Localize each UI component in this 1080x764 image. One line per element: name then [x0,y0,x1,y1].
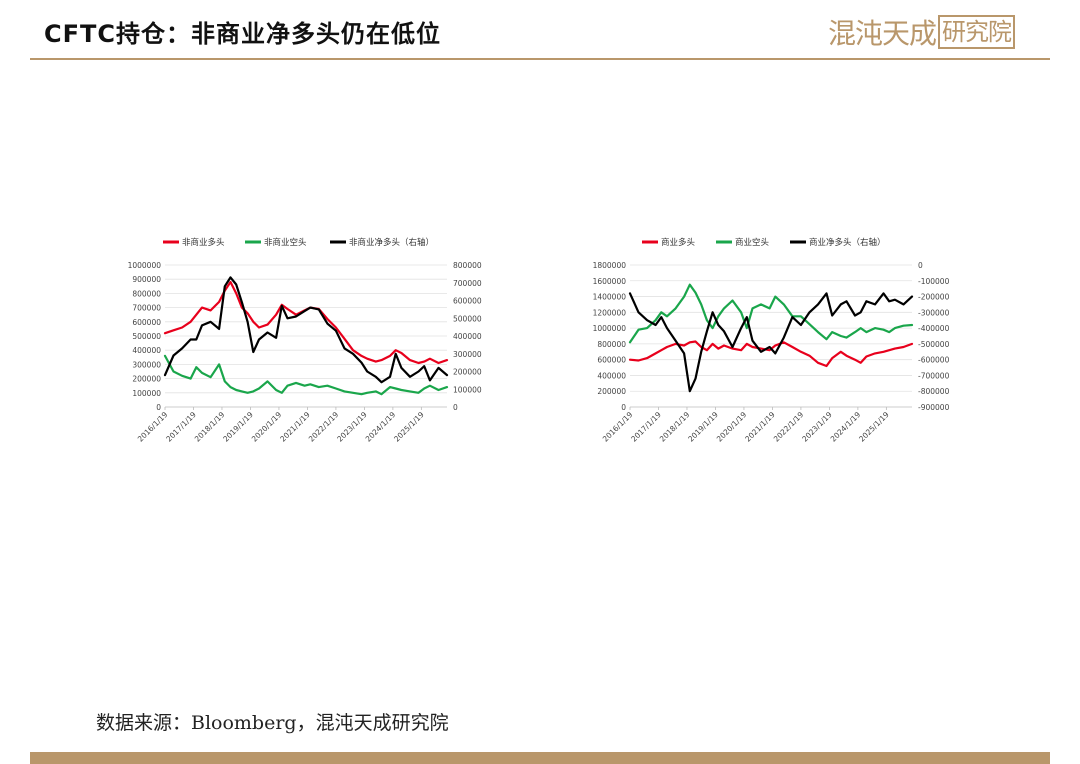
page-title: CFTC持仓：非商业净多头仍在低位 [44,20,441,48]
series-line [628,292,914,393]
x-tick-label: 2025/1/19 [392,410,426,444]
legend-label: 商业空头 [735,237,770,248]
y-left-tick-label: 800000 [597,340,626,349]
y-right-tick-label: -300000 [918,308,950,317]
series-line [163,276,449,384]
series-line [163,354,449,396]
company-logo: 混沌天成 研究院 [828,14,1016,50]
y-right-tick-label: 300000 [453,350,482,359]
y-left-tick-label: 1000000 [128,261,162,270]
y-right-tick-label: -700000 [918,371,950,380]
y-right-tick-label: 800000 [453,261,482,270]
y-left-tick-label: 200000 [597,387,626,396]
y-left-tick-label: 400000 [132,346,161,355]
y-right-tick-label: -800000 [918,387,950,396]
y-left-tick-label: 600000 [132,318,161,327]
legend-label: 商业多头 [661,237,696,248]
y-left-tick-label: 0 [156,403,161,412]
y-left-tick-label: 200000 [132,375,161,384]
noncommercial-positions-chart: 非商业多头 非商业空头 非商业净多头（右轴）10000009000008000007… [128,237,482,444]
y-left-tick-label: 700000 [132,304,161,313]
y-right-tick-label: -900000 [918,403,950,412]
y-left-tick-label: 600000 [597,356,626,365]
y-left-tick-label: 1600000 [593,277,627,286]
y-left-tick-label: 1800000 [593,261,627,270]
legend-label: 非商业净多头（右轴） [349,237,434,248]
y-right-tick-label: -200000 [918,293,950,302]
y-left-tick-label: 400000 [597,371,626,380]
top-divider [30,58,1050,60]
y-left-tick-label: 500000 [132,332,161,341]
logo-box-text: 研究院 [938,15,1016,49]
legend-label: 商业净多头（右轴） [809,237,886,248]
y-right-tick-label: 100000 [453,385,482,394]
y-right-tick-label: 0 [918,261,923,270]
series-line [628,283,914,344]
y-right-tick-label: 600000 [453,297,482,306]
y-right-tick-label: -100000 [918,277,950,286]
y-right-tick-label: 500000 [453,314,482,323]
y-left-tick-label: 0 [621,403,626,412]
legend-label: 非商业空头 [264,237,307,248]
y-right-tick-label: 0 [453,403,458,412]
y-left-tick-label: 800000 [132,289,161,298]
y-right-tick-label: 700000 [453,279,482,288]
y-right-tick-label: -500000 [918,340,950,349]
x-tick-label: 2025/1/19 [857,410,891,444]
y-left-tick-label: 1200000 [593,308,627,317]
series-line [628,340,914,368]
y-left-tick-label: 900000 [132,275,161,284]
y-left-tick-label: 1400000 [593,293,627,302]
chart-legend: 商业多头 商业空头 商业净多头（右轴） [642,237,886,248]
y-left-tick-label: 100000 [132,389,161,398]
y-right-tick-label: 200000 [453,368,482,377]
bottom-bar [30,752,1050,764]
source-note: 数据来源：Bloomberg，混沌天成研究院 [96,712,449,734]
y-right-tick-label: 400000 [453,332,482,341]
chart-legend: 非商业多头 非商业空头 非商业净多头（右轴） [163,237,434,248]
y-left-tick-label: 1000000 [593,324,627,333]
y-right-tick-label: -400000 [918,324,950,333]
legend-label: 非商业多头 [182,237,225,248]
y-left-tick-label: 300000 [132,360,161,369]
logo-main-text: 混沌天成 [828,17,937,50]
y-right-tick-label: -600000 [918,356,950,365]
commercial-positions-chart: 商业多头 商业空头 商业净多头（右轴） 1800000 1600000 1400000 12… [593,237,950,444]
